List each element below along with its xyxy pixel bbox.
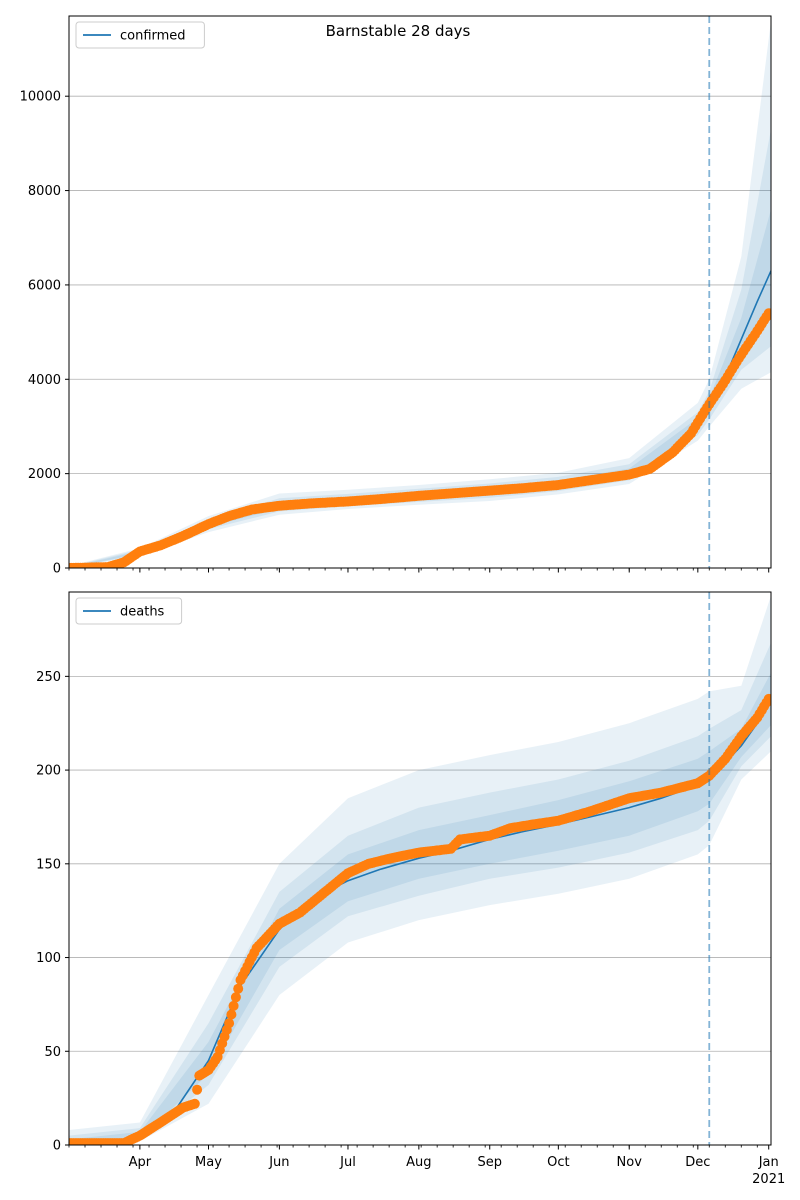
observed-point: [224, 1018, 235, 1029]
y-tick-label: 8000: [28, 184, 61, 199]
y-tick-label: 50: [44, 1045, 61, 1060]
panel-confirmed: 0 2000 4000 6000 8000 10000 confirmed: [20, 15, 772, 577]
observed-point: [226, 1009, 237, 1020]
y-tick-label: 0: [53, 562, 61, 577]
x-tick-label: May: [195, 1155, 222, 1170]
y-tick-label: 2000: [28, 467, 61, 482]
x-tick-label: Jan: [758, 1155, 779, 1170]
chart-title: Barnstable 28 days: [326, 22, 471, 40]
plot-area: [69, 20, 771, 568]
x-tick-label: Aug: [406, 1155, 431, 1170]
band-outer: [69, 20, 771, 568]
observed-point: [192, 1084, 203, 1095]
legend-box: [75, 597, 183, 625]
y-tick-label: 250: [36, 670, 61, 685]
observed-point: [230, 992, 241, 1003]
x-tick-label: Sep: [477, 1155, 502, 1170]
x-tick-label: Nov: [617, 1155, 643, 1170]
band-outer: [69, 595, 771, 1145]
observed-point: [763, 693, 771, 704]
y-tick-label: 10000: [20, 90, 61, 105]
axes-frame: [68, 591, 772, 1146]
x-tick-label: Jun: [268, 1155, 289, 1170]
y-tick-label: 4000: [28, 373, 61, 388]
observed-point: [763, 308, 771, 319]
model-line: [69, 270, 771, 568]
legend-label: confirmed: [120, 29, 186, 44]
observed-series: [69, 308, 771, 568]
x-tick-label: Apr: [129, 1155, 152, 1170]
x-tick-label: Jul: [339, 1155, 356, 1170]
legend-box: [75, 21, 205, 49]
band-middle: [69, 642, 771, 1145]
observed-point: [189, 1098, 200, 1109]
x-tick-label: Dec: [685, 1155, 710, 1170]
band-inner: [69, 209, 771, 568]
y-tick-label: 0: [53, 1139, 61, 1154]
legend: confirmed: [75, 21, 205, 49]
plot-area: [69, 595, 771, 1145]
observed-point: [228, 1000, 239, 1011]
y-tick-label: 100: [36, 951, 61, 966]
observed-point: [233, 983, 244, 994]
band-inner: [69, 672, 771, 1145]
observed-series: [69, 693, 771, 1145]
y-tick-label: 150: [36, 857, 61, 872]
x-tick-label: Oct: [547, 1155, 569, 1170]
legend: deaths: [75, 597, 183, 625]
y-tick-label: 200: [36, 764, 61, 779]
axes-frame: [68, 15, 772, 569]
panel-deaths: 0 50 100 150 200 250 Apr May Jun Jul Aug Sep Oct Nov D…: [36, 591, 785, 1187]
y-tick-label: 6000: [28, 278, 61, 293]
legend-label: deaths: [120, 605, 165, 620]
x-year-label: 2021: [752, 1172, 785, 1187]
